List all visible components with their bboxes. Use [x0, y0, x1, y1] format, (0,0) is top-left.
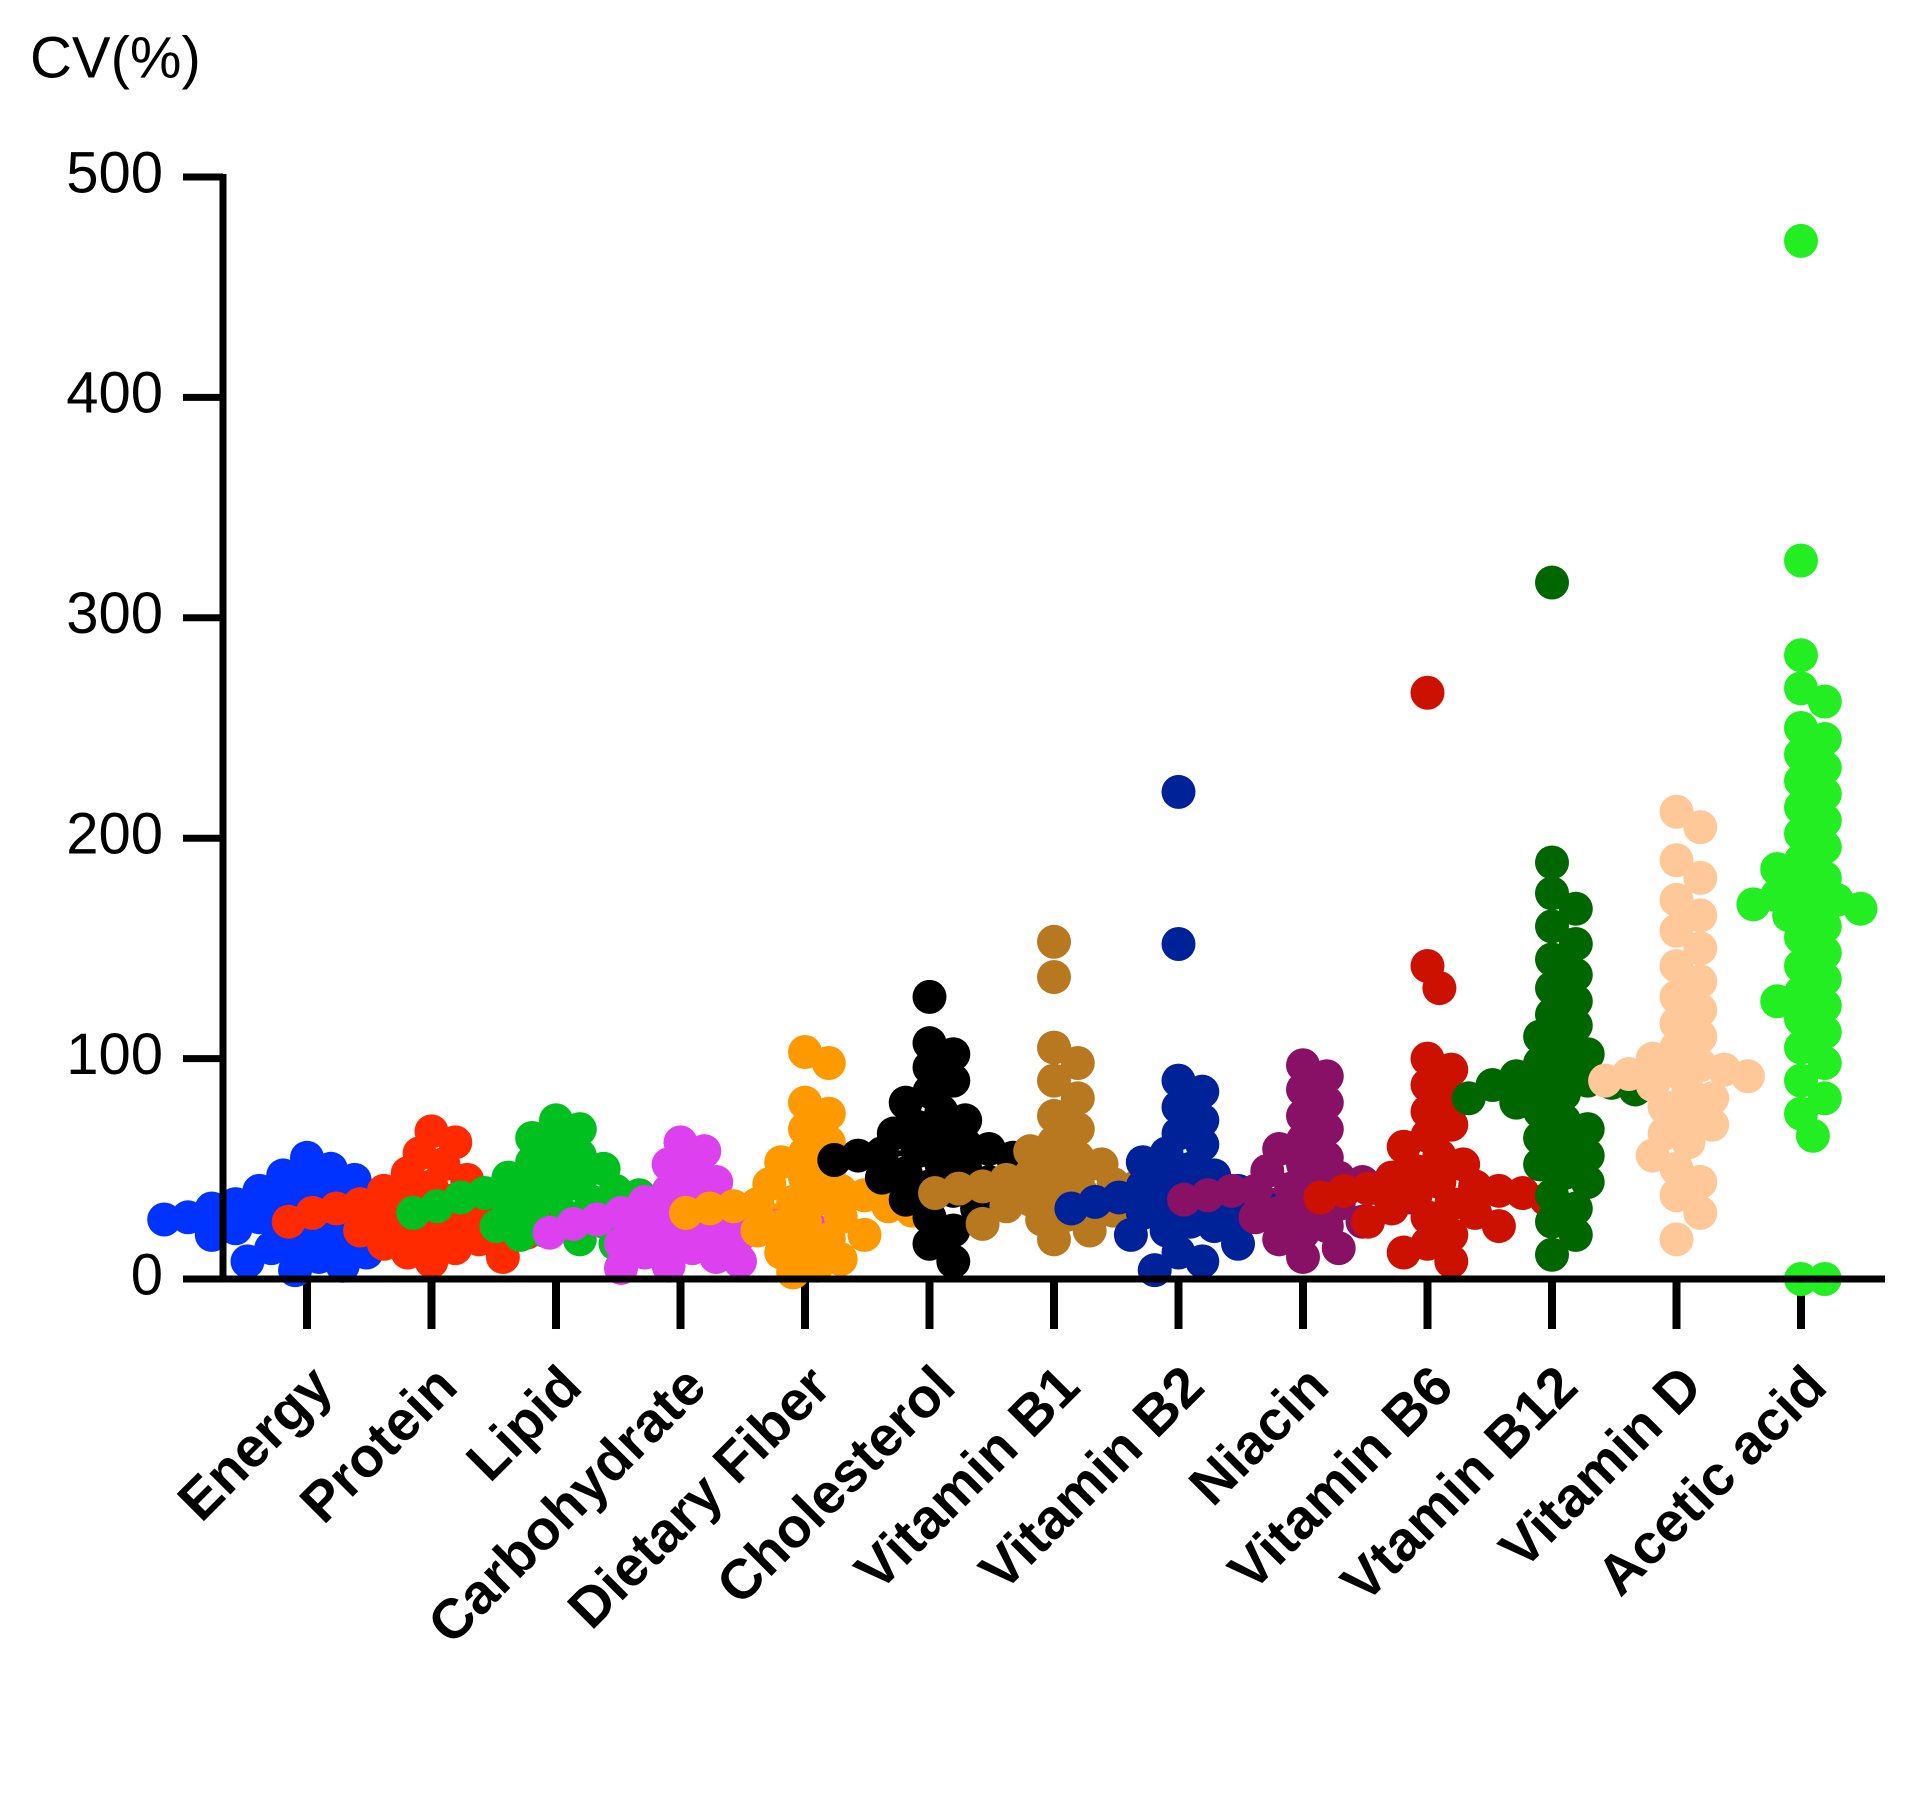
data-point [1054, 1191, 1089, 1226]
data-point [1481, 1209, 1516, 1244]
data-point [1185, 1244, 1220, 1279]
data-point [1037, 960, 1071, 995]
data-point [1161, 926, 1196, 961]
data-point [740, 1213, 775, 1248]
data-point [1784, 543, 1818, 578]
data-point [1037, 1063, 1071, 1098]
data-point [651, 1248, 686, 1283]
data-point [1659, 1178, 1694, 1213]
data-point [271, 1204, 306, 1239]
data-point [989, 1189, 1024, 1224]
data-point [1013, 1134, 1048, 1169]
data-point [776, 1255, 811, 1290]
data-point [1570, 1165, 1605, 1200]
data-point [1434, 1244, 1469, 1279]
data-point [230, 1244, 265, 1279]
data-point [669, 1195, 703, 1230]
data-point [414, 1244, 449, 1279]
data-point [847, 1217, 882, 1252]
data-point [1659, 1222, 1694, 1257]
data-point [1060, 1081, 1095, 1116]
data-point [1671, 1125, 1706, 1160]
data-point [562, 1112, 597, 1147]
data-point [1760, 984, 1795, 1019]
data-point [1422, 971, 1457, 1006]
data-point [948, 1103, 983, 1138]
y-tick-label: 400 [66, 361, 163, 426]
data-point [1807, 684, 1842, 719]
data-point [1683, 810, 1718, 845]
data-point [811, 1046, 846, 1081]
data-point [503, 1217, 538, 1252]
data-point [1760, 852, 1795, 887]
y-tick-label: 0 [131, 1242, 163, 1307]
data-point [888, 1182, 923, 1217]
data-point [918, 1176, 952, 1211]
data-point [1535, 845, 1569, 880]
data-point [1695, 1081, 1730, 1116]
data-point [1659, 843, 1694, 878]
data-point [1784, 1063, 1818, 1098]
data-point [1736, 887, 1771, 922]
data-point [817, 1142, 852, 1177]
data-point [1037, 1222, 1071, 1257]
data-point [1730, 1059, 1765, 1094]
data-point [1303, 1180, 1338, 1215]
data-point [1451, 1081, 1486, 1116]
data-point [1351, 1204, 1385, 1239]
data-point [1037, 924, 1071, 959]
data-point [1535, 1237, 1569, 1272]
data-point [1238, 1200, 1273, 1235]
data-point [1167, 1182, 1201, 1217]
data-point [965, 1206, 1000, 1241]
data-point [1683, 1195, 1718, 1230]
data-point [1286, 1239, 1320, 1274]
data-point [1113, 1217, 1148, 1252]
data-point [325, 1248, 360, 1283]
data-point [396, 1195, 431, 1230]
data-point [1558, 1217, 1593, 1252]
y-tick-label: 300 [66, 581, 163, 646]
data-point [723, 1244, 757, 1279]
data-point [864, 1160, 899, 1195]
data-point [1795, 1118, 1830, 1153]
data-point [912, 1226, 947, 1261]
data-point [1843, 891, 1878, 926]
data-point [1570, 1138, 1605, 1173]
data-point [1558, 891, 1593, 926]
data-point [936, 1244, 971, 1279]
data-point [1588, 1063, 1623, 1098]
data-point [1784, 223, 1818, 258]
data-point [1386, 1235, 1421, 1270]
y-axis-title: CV(%) [30, 25, 201, 90]
data-point [1535, 909, 1569, 944]
data-point [1683, 860, 1718, 895]
data-point [1125, 1145, 1160, 1180]
data-point [1197, 1209, 1232, 1244]
data-point [1659, 913, 1694, 948]
data-point [1807, 1046, 1842, 1081]
data-point [1238, 1173, 1273, 1208]
data-point [1221, 1226, 1255, 1261]
data-point [1695, 1107, 1730, 1142]
y-tick-label: 500 [66, 140, 163, 205]
data-point [1262, 1222, 1297, 1257]
data-point [1321, 1231, 1356, 1266]
data-point [1410, 1200, 1445, 1235]
data-point [912, 979, 947, 1014]
data-point [1060, 1046, 1095, 1081]
y-tick-label: 200 [66, 802, 163, 867]
data-point [1161, 774, 1196, 809]
data-point [1683, 931, 1718, 966]
data-point [1570, 1112, 1605, 1147]
data-point [1784, 638, 1818, 673]
data-point [147, 1202, 182, 1237]
data-point [532, 1215, 567, 1250]
data-point [1410, 675, 1445, 710]
data-point [1535, 565, 1569, 600]
y-tick-label: 100 [66, 1022, 163, 1087]
